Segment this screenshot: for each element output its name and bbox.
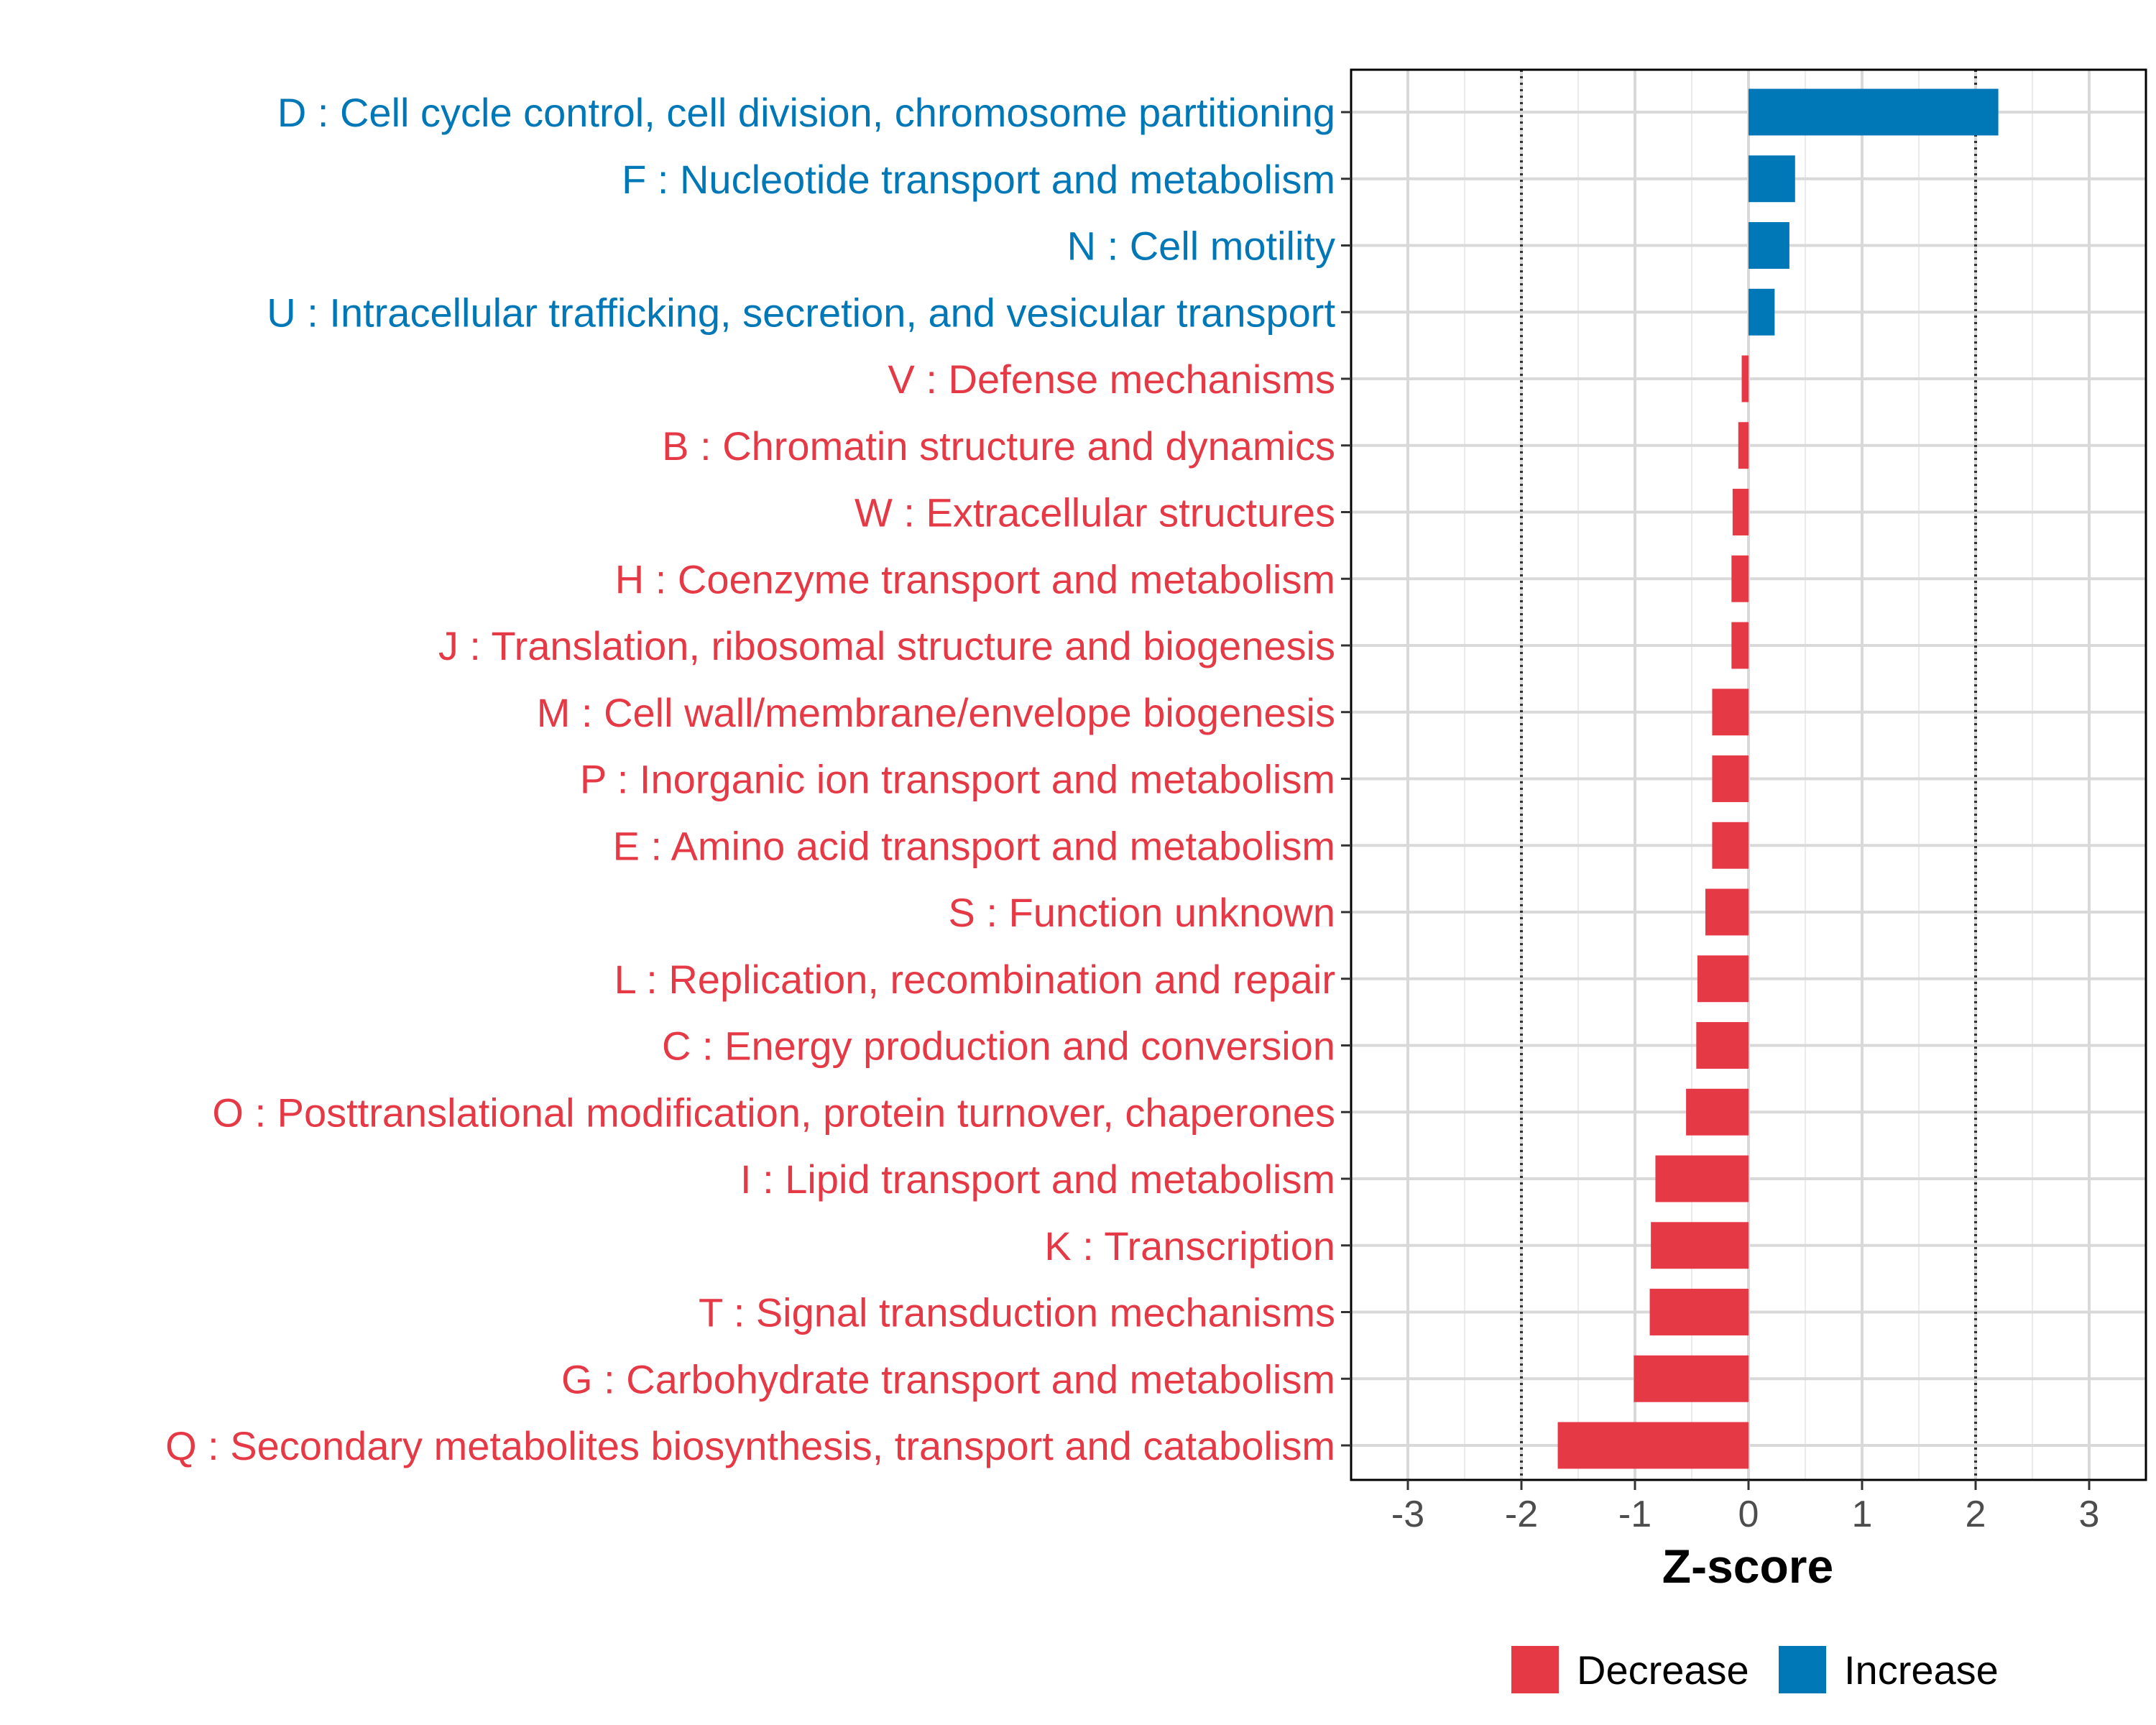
bar (1686, 1088, 1749, 1136)
x-tick-label: -2 (1505, 1494, 1538, 1535)
bar (1738, 422, 1749, 469)
category-label: N : Cell motility (1067, 224, 1335, 269)
category-label: G : Carbohydrate transport and metabolis… (561, 1356, 1335, 1402)
x-tick-label: 3 (2079, 1494, 2100, 1535)
category-label: S : Function unknown (948, 890, 1335, 935)
bar (1731, 622, 1749, 669)
category-label: F : Nucleotide transport and metabolism (622, 157, 1335, 202)
x-tick-label: -1 (1618, 1494, 1651, 1535)
legend-swatch-decrease (1511, 1646, 1559, 1693)
bar (1655, 1155, 1749, 1202)
bar (1741, 355, 1749, 402)
x-tick-label: -3 (1391, 1494, 1424, 1535)
x-axis-title: Z-score (1662, 1540, 1833, 1593)
category-label: I : Lipid transport and metabolism (740, 1156, 1335, 1202)
bar (1749, 155, 1795, 203)
bar (1651, 1222, 1749, 1269)
x-tick-label: 1 (1852, 1494, 1873, 1535)
bar (1749, 88, 1999, 136)
bar (1732, 489, 1749, 535)
legend-label-decrease: Decrease (1577, 1647, 1749, 1693)
bar (1705, 888, 1749, 936)
category-label: J : Translation, ribosomal structure and… (438, 623, 1335, 668)
bar (1649, 1289, 1749, 1335)
axis-ticks (1341, 111, 2091, 1490)
reference-lines (1520, 70, 1977, 1480)
category-label: M : Cell wall/membrane/envelope biogenes… (537, 690, 1335, 735)
category-label: K : Transcription (1044, 1223, 1335, 1269)
category-label: U : Intracellular trafficking, secretion… (267, 290, 1335, 335)
category-label: E : Amino acid transport and metabolism (613, 823, 1335, 868)
x-tick-label: 0 (1738, 1494, 1759, 1535)
category-label: H : Coenzyme transport and metabolism (615, 556, 1335, 602)
category-label: Q : Secondary metabolites biosynthesis, … (165, 1423, 1335, 1468)
category-label: T : Signal transduction mechanisms (699, 1290, 1335, 1335)
category-label: V : Defense mechanisms (888, 356, 1335, 402)
bar (1634, 1355, 1749, 1402)
x-tick-labels: -3 -2 -1 0 1 2 3 (1391, 1494, 2100, 1535)
legend-label-increase: Increase (1844, 1647, 1999, 1693)
bar (1749, 288, 1775, 336)
bar (1696, 1022, 1749, 1069)
category-labels: D : Cell cycle control, cell division, c… (165, 90, 1335, 1468)
category-label: W : Extracellular structures (854, 490, 1335, 535)
category-label: L : Replication, recombination and repai… (614, 957, 1335, 1002)
legend: Decrease Increase (1511, 1646, 1999, 1693)
category-label: P : Inorganic ion transport and metaboli… (580, 757, 1335, 802)
bar (1712, 755, 1749, 802)
x-tick-label: 2 (1966, 1494, 1986, 1535)
bar (1712, 689, 1749, 736)
bar (1557, 1422, 1749, 1469)
bar (1712, 822, 1749, 869)
category-label: B : Chromatin structure and dynamics (662, 423, 1335, 469)
bar (1697, 955, 1749, 1003)
bars (1557, 88, 1999, 1469)
category-label: C : Energy production and conversion (662, 1024, 1335, 1069)
category-label: D : Cell cycle control, cell division, c… (277, 90, 1335, 135)
legend-swatch-increase (1779, 1646, 1826, 1693)
bar (1731, 555, 1749, 602)
bar (1749, 222, 1789, 269)
category-label: O : Posttranslational modification, prot… (212, 1090, 1335, 1135)
